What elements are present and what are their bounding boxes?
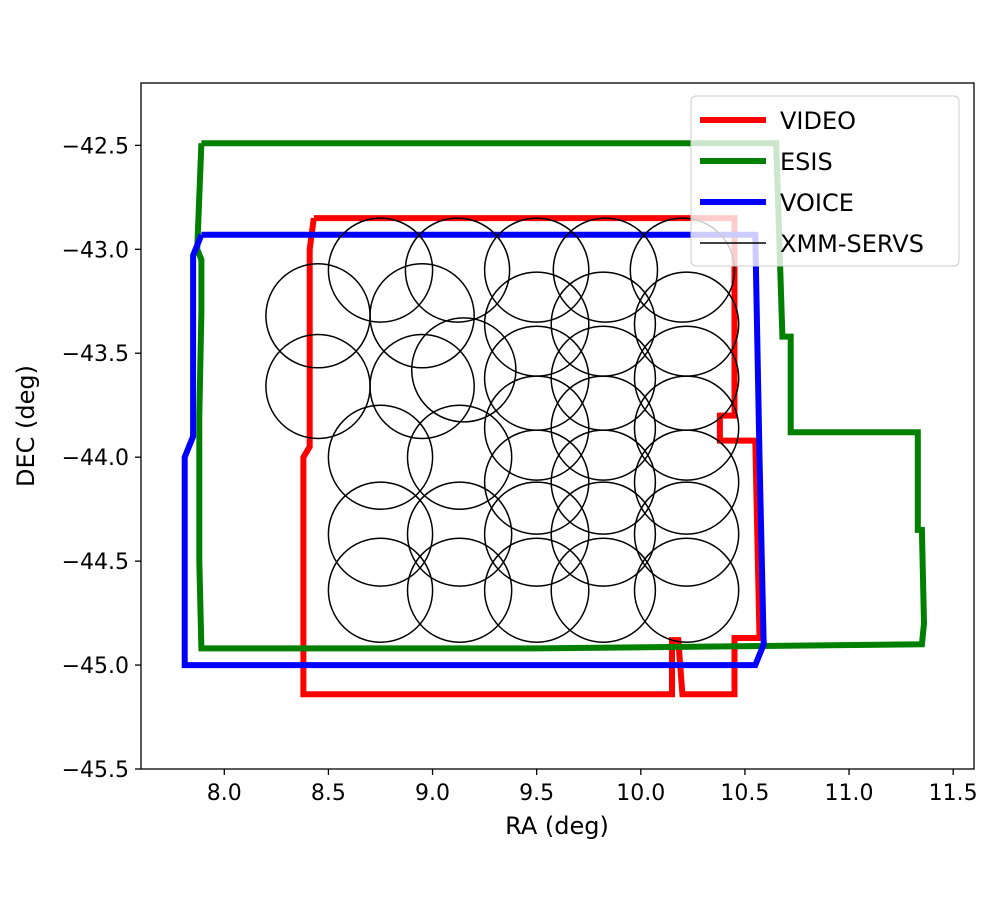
series-xmm-servs-pointing-18 [550, 375, 657, 481]
y-tick-label: −44.0 [62, 446, 129, 471]
series-xmm-servs-pointing-17 [483, 375, 590, 481]
series-xmm-servs-pointing-21 [406, 404, 513, 510]
series-xmm-servs-pointing-13 [633, 271, 740, 377]
legend-label-esis: ESIS [780, 148, 833, 176]
y-tick-label: −43.5 [62, 342, 129, 367]
series-xmm-servs-pointing-14 [483, 325, 590, 431]
series-video-line [300, 215, 763, 698]
series-xmm-servs-pointing-3 [327, 217, 434, 323]
series-xmm-servs-pointing-33 [550, 537, 657, 643]
x-tick-label: 8.5 [311, 781, 346, 806]
legend-label-xmm-servs: XMM-SERVS [780, 230, 924, 258]
series-esis-line [194, 140, 928, 652]
x-tick-label: 10.5 [720, 781, 769, 806]
x-tick-label: 9.0 [415, 781, 450, 806]
y-tick-label: −43.0 [62, 238, 129, 263]
series-xmm-servs-pointing-15 [550, 325, 657, 431]
x-axis-label: RA (deg) [505, 812, 609, 840]
y-tick-label: −45.5 [62, 758, 129, 783]
series-xmm-servs-pointing-27 [483, 481, 590, 587]
series-xmm-servs-pointing-7 [629, 217, 736, 323]
series-xmm-servs-pointing-23 [550, 429, 657, 535]
series-xmm-servs-pointing-5 [483, 217, 590, 323]
legend-label-voice: VOICE [780, 189, 854, 217]
series-xmm-servs-pointing-22 [483, 429, 590, 535]
x-tick-label: 10.0 [616, 781, 665, 806]
series-xmm-servs-pointing-6 [552, 217, 659, 323]
series-xmm-servs-pointing-9 [369, 333, 475, 440]
x-tick-label: 11.5 [929, 781, 978, 806]
series-xmm-servs-pointing-34 [633, 537, 740, 643]
x-tick-label: 9.5 [519, 781, 554, 806]
legend-frame [690, 95, 960, 267]
series-xmm-servs-pointing-28 [550, 481, 657, 587]
series-xmm-servs-pointing-26 [406, 481, 513, 587]
series-xmm-servs-pointing-32 [483, 537, 590, 643]
series-layer [181, 140, 928, 698]
series-xmm-servs-pointing-4 [404, 217, 511, 323]
series-xmm-servs-pointing-11 [483, 271, 590, 377]
series-xmm-servs-pointing-25 [327, 481, 434, 587]
series-xmm-servs-pointing-20 [327, 404, 434, 510]
x-tick-label: 8.0 [207, 781, 242, 806]
series-xmm-servs-pointing-30 [327, 537, 434, 643]
y-axis: −42.5 −43.0 −43.5 −44.0 −44.5 −45.0 −45.5 [62, 134, 141, 783]
series-xmm-servs-pointing-29 [633, 481, 740, 587]
series-xmm-servs-pointing-16 [633, 325, 740, 431]
series-xmm-servs-pointing-19 [633, 375, 740, 481]
series-xmm-servs-pointing-12 [550, 271, 657, 377]
legend-label-video: VIDEO [780, 107, 856, 135]
y-axis-label: DEC (deg) [12, 365, 40, 487]
y-tick-label: −45.0 [62, 654, 129, 679]
legend: VIDEO ESIS VOICE XMM-SERVS [690, 95, 960, 267]
series-xmm-servs-pointing-2 [265, 333, 371, 440]
y-tick-label: −44.5 [62, 550, 129, 575]
series-xmm-servs-pointing-24 [633, 429, 740, 535]
series-xmm-servs-pointing-31 [406, 537, 513, 643]
y-tick-label: −42.5 [62, 134, 129, 159]
series-xmm-servs-pointing-8 [369, 263, 475, 369]
plot-frame [140, 82, 975, 770]
series-xmm-servs-pointing-10 [410, 317, 517, 423]
x-axis: 8.0 8.5 9.0 9.5 10.0 10.5 11.0 11.5 [207, 769, 978, 806]
x-tick-label: 11.0 [825, 781, 874, 806]
series-voice-line [181, 231, 767, 669]
